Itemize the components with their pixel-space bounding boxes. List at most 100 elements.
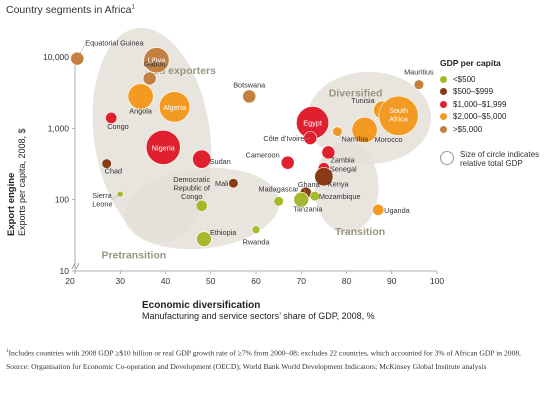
point-label: Cameroon	[246, 151, 280, 160]
point-label-line: Chad	[105, 167, 122, 176]
y-tick-label: 10,000	[43, 52, 69, 62]
region-transition	[314, 141, 379, 234]
point-label: Botswana	[233, 80, 266, 89]
point-label: Uganda	[384, 206, 411, 215]
point-label-line: Tanzania	[293, 205, 323, 214]
point-label: Mauritius	[404, 68, 434, 77]
bubble-nigeria	[145, 130, 181, 165]
point-label-line: Uganda	[384, 206, 411, 215]
point-label: Nigeria	[152, 143, 176, 152]
bubble-morocco	[351, 116, 378, 143]
point-label: Tanzania	[293, 205, 323, 214]
region-label: Transition	[335, 226, 385, 238]
legend-size-note: Size of circle indicates relative total …	[440, 150, 544, 169]
legend-label: $500–$999	[453, 87, 494, 97]
leader-line	[77, 43, 86, 59]
chart-title: Country segments in Africa1	[6, 4, 135, 16]
legend-label: $1,000–$1,999	[453, 99, 507, 109]
legend-label: <$500	[453, 74, 476, 84]
footnote-mark: 1	[6, 349, 9, 354]
point-label-line: Republic of	[173, 183, 210, 192]
point-label-line: Côte d’Ivoire	[263, 134, 304, 143]
bubble-congo	[105, 111, 118, 124]
bubble-mozambique	[309, 191, 320, 202]
point-label: Ghana	[298, 180, 321, 189]
legend-item: >$5,000	[440, 123, 544, 136]
point-label-line: Congo	[181, 192, 203, 201]
point-label-line: Gabon	[144, 59, 166, 68]
point-label-line: Tunisia	[351, 96, 375, 105]
x-tick-label: 60	[251, 276, 261, 286]
legend-label: >$5,000	[453, 124, 483, 134]
bubble-rwanda	[251, 225, 261, 234]
point-label: Rwanda	[243, 238, 271, 247]
point-label: Zambia	[330, 155, 355, 164]
bubble-sudan	[192, 149, 212, 169]
point-label: Mozambique	[319, 192, 361, 201]
legend-swatch	[440, 100, 447, 108]
point-label: Côte d’Ivoire	[263, 134, 304, 143]
point-label: Sierra Leone	[92, 191, 112, 209]
bubble-uganda	[372, 203, 385, 216]
point-label-line: Senegal	[330, 164, 357, 173]
bubble-algeria	[158, 91, 191, 123]
legend-title: GDP per capita	[440, 58, 501, 68]
region-label: Diversified	[329, 87, 383, 99]
bubble-zambia	[321, 145, 336, 160]
y-axis-title: Export engine	[6, 172, 17, 236]
x-axis-subtitle: Manufacturing and service sectors’ share…	[142, 311, 375, 321]
legend-item: $1,000–$1,999	[440, 98, 544, 111]
legend-swatch	[440, 88, 447, 96]
legend-item: $500–$999	[440, 86, 544, 99]
legend-swatch	[440, 113, 447, 121]
legend-size-text: Size of circle indicates relative total …	[460, 149, 540, 169]
y-tick-label: 10	[60, 266, 70, 276]
x-axis-label: Economic diversification Manufacturing a…	[142, 300, 375, 321]
point-label-line: Algeria	[163, 103, 187, 112]
bubble-chad	[101, 158, 112, 169]
point-label: Chad	[105, 167, 122, 176]
leader-line	[145, 70, 150, 79]
point-label-line: Cameroon	[246, 151, 280, 160]
point-label: Madagascar	[259, 184, 300, 193]
legend-label: $2,000–$5,000	[453, 112, 507, 122]
point-label-line: Kenya	[328, 180, 350, 189]
x-axis-title: Economic diversification	[142, 300, 261, 311]
x-tick-label: 20	[65, 276, 75, 286]
point-label-line: Namibia	[341, 135, 369, 144]
x-tick-label: 100	[430, 276, 444, 286]
point-label-line: Equatorial Guinea	[85, 39, 144, 48]
point-label-line: Angola	[129, 106, 153, 115]
point-label: Senegal	[330, 164, 357, 173]
legend: GDP per capita <$500 $500–$999 $1,000–$1…	[440, 58, 544, 169]
bubble-cameroon	[280, 155, 295, 170]
bubble-ethiopia	[196, 231, 212, 247]
region-label: Pretransition	[101, 249, 166, 261]
bubble-gabon	[142, 71, 157, 86]
point-label-line: Zambia	[330, 155, 355, 164]
chart-title-text: Country segments in Africa	[6, 4, 132, 16]
point-label-line: Botswana	[233, 80, 266, 89]
point-label: Congo	[107, 122, 129, 131]
point-label-line: Madagascar	[259, 184, 300, 193]
point-label-line: Mozambique	[319, 192, 361, 201]
leader-line	[299, 199, 302, 208]
point-label: Tunisia	[351, 96, 375, 105]
point-label: Gabon	[144, 59, 166, 68]
x-tick-label: 80	[342, 276, 352, 286]
point-label: Namibia	[341, 135, 369, 144]
point-label-line: Mauritius	[404, 68, 434, 77]
point-label-line: South	[389, 106, 408, 115]
bubble-south-africa	[378, 95, 419, 136]
point-label: Algeria	[163, 103, 187, 112]
point-label: Morocco	[375, 135, 403, 144]
point-label: Mali	[215, 179, 229, 188]
x-tick-label: 30	[116, 276, 126, 286]
legend-item: $2,000–$5,000	[440, 111, 544, 124]
legend-swatch	[440, 125, 447, 133]
point-label-line: Sudan	[210, 157, 231, 166]
legend-item: <$500	[440, 73, 544, 86]
point-label-line: Democratic	[173, 175, 210, 184]
bubble-botswana	[242, 89, 257, 104]
y-axis-subtitle: Exports per capita, 2008, $	[17, 128, 27, 236]
